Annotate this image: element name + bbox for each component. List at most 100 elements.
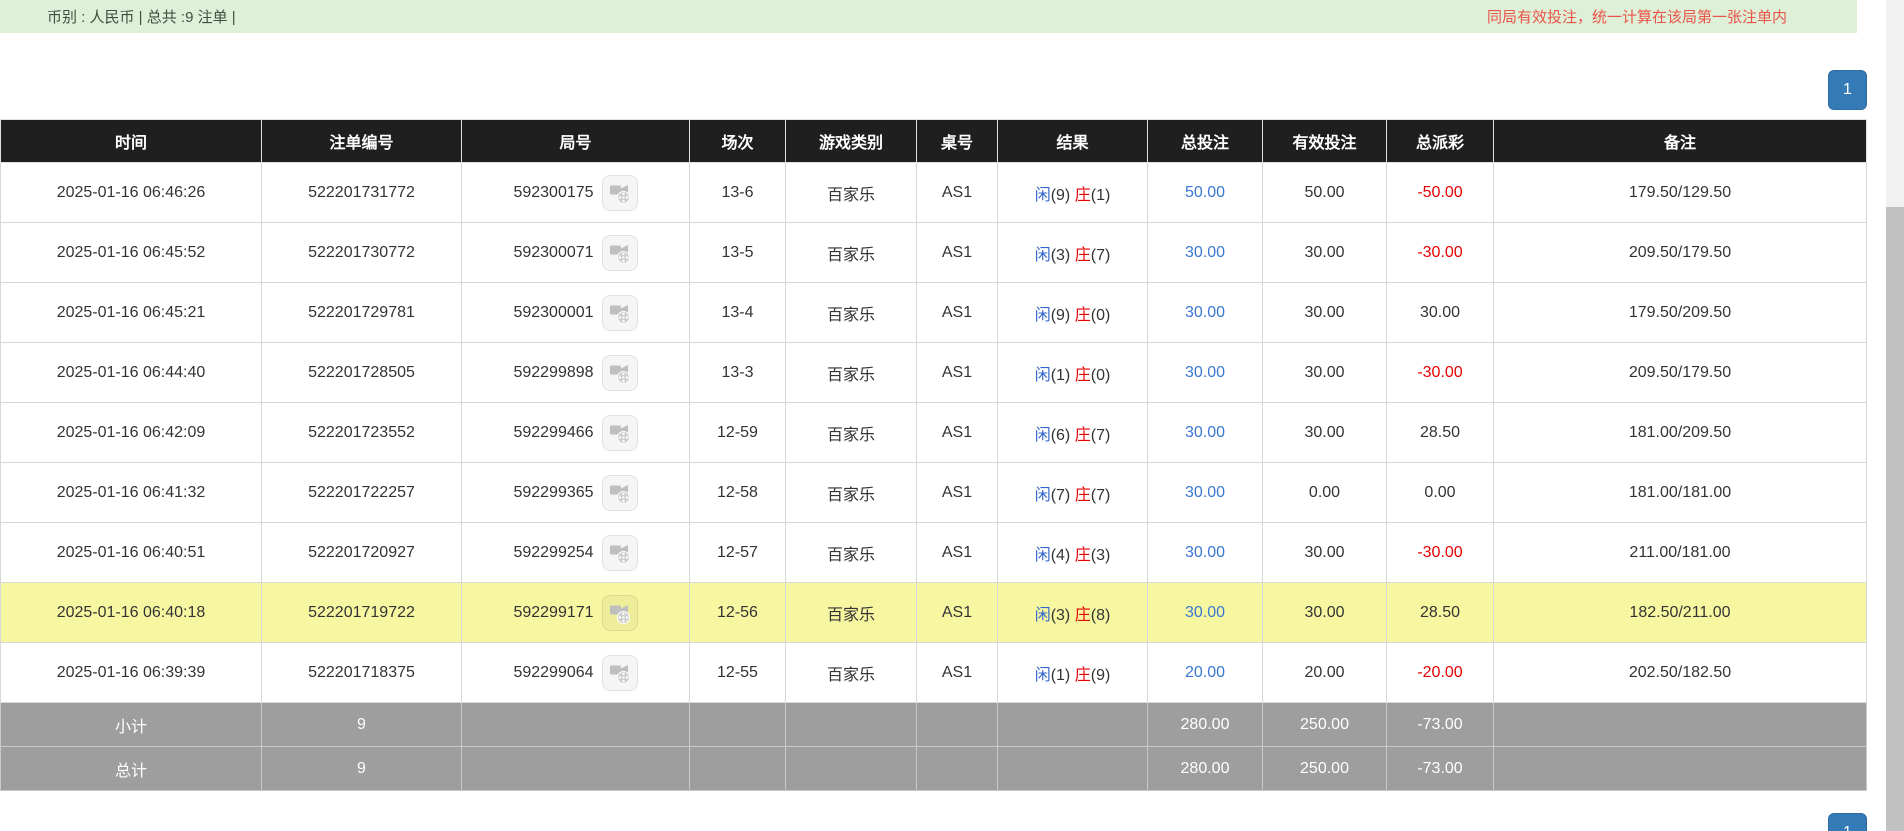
- table-row[interactable]: 2025-01-16 06:45:52 522201730772 592300071…: [0, 222, 1867, 283]
- round-number: 592299898: [513, 363, 594, 381]
- banker-label: 庄: [1074, 606, 1091, 624]
- table-row[interactable]: 2025-01-16 06:39:39 522201718375 592299064…: [0, 642, 1867, 703]
- video-preview-button[interactable]: [601, 474, 638, 511]
- cell-session: 12-58: [689, 462, 786, 523]
- col-game-type: 游戏类别: [785, 119, 917, 163]
- cell-result: 闲(9) 庄(1): [997, 162, 1148, 223]
- cell-game-type: 百家乐: [785, 522, 917, 583]
- table-row[interactable]: 2025-01-16 06:41:32 522201722257 592299365…: [0, 462, 1867, 523]
- video-preview-button[interactable]: [601, 414, 638, 451]
- cell-remark: 182.50/211.00: [1493, 582, 1867, 643]
- table-row[interactable]: 2025-01-16 06:40:18 522201719722 592299171…: [0, 582, 1867, 643]
- cell-total-bet: 30.00: [1147, 522, 1263, 583]
- col-remark: 备注: [1493, 119, 1867, 163]
- video-preview-button[interactable]: [601, 234, 638, 271]
- video-preview-button[interactable]: [601, 294, 638, 331]
- cell-table: AS1: [916, 522, 998, 583]
- cell-table: AS1: [916, 402, 998, 463]
- player-label: 闲: [1034, 606, 1051, 624]
- cell-round: 592299466: [461, 402, 690, 463]
- scrollbar-track[interactable]: [1886, 0, 1904, 831]
- banker-score: (0): [1090, 306, 1111, 324]
- cell-valid-bet: 0.00: [1262, 462, 1387, 523]
- cell-time: 2025-01-16 06:39:39: [0, 642, 262, 703]
- round-group: 592300175: [462, 174, 689, 211]
- banker-score: (3): [1090, 546, 1111, 564]
- cell-payout: 28.50: [1386, 402, 1494, 463]
- col-session: 场次: [689, 119, 786, 163]
- banker-score: (1): [1090, 186, 1111, 204]
- total-bet-link[interactable]: 30.00: [1184, 363, 1226, 381]
- round-group: 592300071: [462, 234, 689, 271]
- summary-empty: [997, 702, 1148, 747]
- cell-remark: 209.50/179.50: [1493, 222, 1867, 283]
- player-label: 闲: [1034, 666, 1051, 684]
- player-label: 闲: [1034, 246, 1051, 264]
- cell-session: 12-55: [689, 642, 786, 703]
- col-time: 时间: [0, 119, 262, 163]
- banker-label: 庄: [1074, 426, 1091, 444]
- pagination-page-1[interactable]: 1: [1828, 70, 1867, 110]
- cell-remark: 179.50/209.50: [1493, 282, 1867, 343]
- cell-payout: -20.00: [1386, 642, 1494, 703]
- cell-time: 2025-01-16 06:45:52: [0, 222, 262, 283]
- cell-result: 闲(3) 庄(8): [997, 582, 1148, 643]
- total-bet-link[interactable]: 30.00: [1184, 243, 1226, 261]
- round-number: 592300071: [513, 243, 594, 261]
- table-row[interactable]: 2025-01-16 06:40:51 522201720927 592299254…: [0, 522, 1867, 583]
- cell-game-type: 百家乐: [785, 642, 917, 703]
- total-bet-link[interactable]: 30.00: [1184, 603, 1226, 621]
- round-group: 592300001: [462, 294, 689, 331]
- video-film-icon: [609, 304, 630, 324]
- cell-result: 闲(1) 庄(9): [997, 642, 1148, 703]
- table-row[interactable]: 2025-01-16 06:46:26 522201731772 592300175…: [0, 162, 1867, 223]
- summary-empty: [916, 746, 998, 791]
- video-preview-button[interactable]: [601, 534, 638, 571]
- round-number: 592299466: [513, 423, 594, 441]
- total-bet-link[interactable]: 30.00: [1184, 543, 1226, 561]
- cell-round: 592299898: [461, 342, 690, 403]
- player-label: 闲: [1034, 306, 1051, 324]
- round-group: 592299064: [462, 654, 689, 691]
- banker-score: (0): [1090, 366, 1111, 384]
- cell-time: 2025-01-16 06:40:18: [0, 582, 262, 643]
- table-row[interactable]: 2025-01-16 06:45:21 522201729781 592300001…: [0, 282, 1867, 343]
- scrollbar-thumb[interactable]: [1886, 207, 1904, 831]
- table-row[interactable]: 2025-01-16 06:42:09 522201723552 592299466…: [0, 402, 1867, 463]
- summary-empty: [785, 702, 917, 747]
- summary-empty: [785, 746, 917, 791]
- pagination-page-1-bottom[interactable]: 1: [1828, 813, 1867, 831]
- total-bet-link[interactable]: 30.00: [1184, 423, 1226, 441]
- total-bet-link[interactable]: 30.00: [1184, 303, 1226, 321]
- cell-table: AS1: [916, 582, 998, 643]
- table-row[interactable]: 2025-01-16 06:44:40 522201728505 592299898…: [0, 342, 1867, 403]
- cell-table: AS1: [916, 342, 998, 403]
- subtotal-row: 小计 9 280.00 250.00 -73.00: [0, 702, 1867, 747]
- summary-empty: [997, 746, 1148, 791]
- video-preview-button[interactable]: [601, 654, 638, 691]
- cell-result: 闲(1) 庄(0): [997, 342, 1148, 403]
- total-bet-link[interactable]: 20.00: [1184, 663, 1226, 681]
- cell-total-bet: 30.00: [1147, 462, 1263, 523]
- total-bet-link[interactable]: 30.00: [1184, 483, 1226, 501]
- summary-label: 总计: [0, 746, 262, 791]
- summary-total-bet: 280.00: [1147, 746, 1263, 791]
- video-preview-button[interactable]: [601, 354, 638, 391]
- video-film-icon: [609, 184, 630, 204]
- video-preview-button[interactable]: [601, 594, 638, 631]
- cell-remark: 179.50/129.50: [1493, 162, 1867, 223]
- summary-count: 9: [261, 702, 462, 747]
- cell-bet-id: 522201730772: [261, 222, 462, 283]
- col-table: 桌号: [916, 119, 998, 163]
- video-preview-button[interactable]: [601, 174, 638, 211]
- banker-score: (7): [1090, 246, 1111, 264]
- cell-payout: 30.00: [1386, 282, 1494, 343]
- video-film-icon: [609, 364, 630, 384]
- cell-bet-id: 522201731772: [261, 162, 462, 223]
- cell-table: AS1: [916, 222, 998, 283]
- total-bet-link[interactable]: 50.00: [1184, 183, 1226, 201]
- player-label: 闲: [1034, 426, 1051, 444]
- cell-session: 12-57: [689, 522, 786, 583]
- cell-session: 13-5: [689, 222, 786, 283]
- cell-session: 13-6: [689, 162, 786, 223]
